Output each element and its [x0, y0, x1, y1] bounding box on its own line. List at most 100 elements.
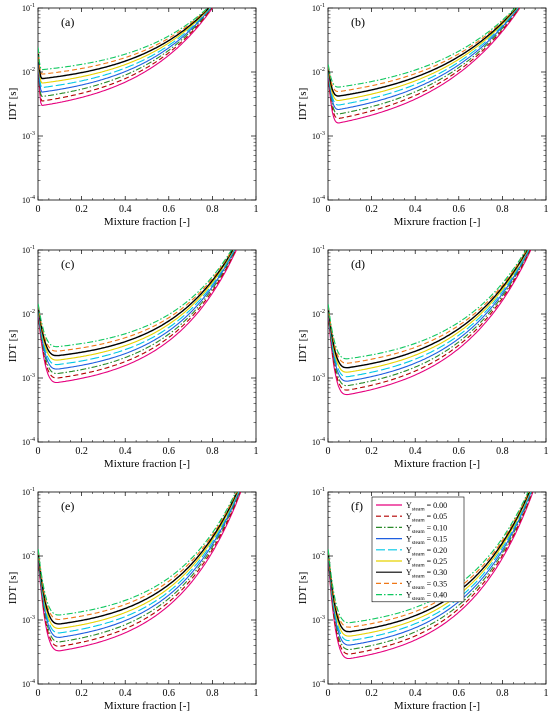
- series-line-5: [328, 492, 531, 637]
- series-line-4: [38, 8, 211, 89]
- y-tick-label: 10-2: [312, 309, 325, 319]
- legend-entry: Ysteam = 0.25: [406, 557, 447, 569]
- y-tick-label: 10-3: [22, 373, 35, 383]
- y-tick-label: 10-2: [22, 67, 35, 77]
- series-line-7: [38, 492, 237, 621]
- y-axis-label: IDT [s]: [297, 330, 309, 362]
- y-tick-label: 10-3: [312, 131, 325, 141]
- legend-entry: Ysteam = 0.30: [406, 568, 447, 580]
- x-tick-label: 0.8: [206, 688, 219, 699]
- y-tick-label: 10-4: [312, 437, 325, 447]
- x-tick-label: 0.4: [119, 446, 132, 457]
- x-axis-label: Mixture fraction [-]: [394, 458, 480, 470]
- series-line-0: [328, 250, 532, 396]
- panel-d: 0 0.2 0.4 0.6 0.8 1 10-4 10-3 10-2 10-1 Mixture fr…: [297, 245, 549, 470]
- series-line-1: [38, 8, 213, 102]
- series-line-0: [38, 492, 242, 652]
- y-axis-label: IDT [s]: [297, 88, 309, 120]
- series-line-0: [38, 8, 213, 106]
- y-axis-label: IDT [s]: [297, 572, 309, 604]
- series-line-6: [38, 492, 238, 625]
- x-tick-label: 0.4: [409, 688, 422, 699]
- series-line-4: [328, 250, 529, 378]
- y-tick-label: 10-4: [312, 679, 325, 689]
- x-tick-label: 0.6: [163, 204, 176, 215]
- x-tick-label: 0.6: [453, 446, 466, 457]
- x-tick-label: 0.4: [119, 204, 132, 215]
- y-tick-label: 10-2: [22, 309, 35, 319]
- legend-entry: Ysteam = 0.40: [406, 591, 447, 603]
- panel-f: 0 0.2 0.4 0.6 0.8 1 10-4 10-3 10-2 10-1 Mixture fr…: [297, 487, 549, 711]
- x-tick-label: 0.4: [409, 446, 422, 457]
- series-line-2: [328, 250, 530, 387]
- panel-label: (e): [61, 499, 74, 513]
- panel-label: (f): [351, 499, 363, 513]
- x-tick-label: 0.2: [75, 446, 88, 457]
- legend-entry: Ysteam = 0.20: [406, 546, 447, 558]
- y-tick-label: 10-1: [22, 3, 35, 13]
- x-tick-label: 0.4: [119, 688, 132, 699]
- x-tick-label: 0.6: [163, 688, 176, 699]
- series-line-5: [38, 492, 239, 629]
- series-line-1: [328, 492, 533, 655]
- y-tick-label: 10-4: [22, 679, 35, 689]
- x-tick-label: 0: [326, 688, 331, 699]
- x-tick-label: 0.8: [206, 446, 219, 457]
- x-axis-label: Mixrure fraction [-]: [394, 216, 481, 228]
- series-line-5: [38, 8, 210, 84]
- series-line-5: [38, 250, 234, 361]
- panel-e: 0 0.2 0.4 0.6 0.8 1 10-4 10-3 10-2 10-1 Mixture fr…: [7, 487, 259, 711]
- series-line-4: [38, 250, 235, 366]
- series-line-0: [328, 8, 521, 124]
- x-tick-label: 1: [254, 204, 259, 215]
- plot-frame: [37, 249, 257, 443]
- x-axis-label: Mixture fraction [-]: [394, 700, 480, 711]
- series-line-8: [38, 8, 208, 71]
- series-line-7: [328, 250, 527, 364]
- y-axis-label: IDT [s]: [7, 572, 19, 604]
- y-tick-label: 10-2: [312, 67, 325, 77]
- x-tick-label: 0.6: [453, 688, 466, 699]
- series-line-8: [38, 250, 232, 348]
- panel-a: 0 0.2 0.4 0.6 0.8 1 10-4 10-3 10-2 10-1 Mixture fr…: [7, 3, 259, 228]
- series-line-8: [328, 8, 516, 88]
- y-tick-label: 10-1: [312, 487, 325, 497]
- series-line-8: [38, 492, 237, 616]
- series-line-6: [328, 250, 528, 369]
- x-axis-label: Mixture fraction [-]: [104, 458, 190, 470]
- series-line-5: [328, 8, 518, 102]
- series-line-2: [38, 492, 241, 643]
- series-line-0: [38, 250, 237, 384]
- series-line-3: [328, 8, 519, 111]
- panel-b: 0 0.2 0.4 0.6 0.8 1 10-4 10-3 10-2 10-1 Mixrure fr…: [297, 3, 549, 228]
- y-tick-label: 10-1: [22, 245, 35, 255]
- x-tick-label: 0.8: [206, 204, 219, 215]
- series-line-1: [38, 250, 237, 379]
- y-tick-label: 10-2: [22, 551, 35, 561]
- series-line-0: [328, 492, 534, 660]
- x-axis-label: Mixture fraction [-]: [104, 216, 190, 228]
- x-tick-label: 0.8: [496, 446, 509, 457]
- legend-entry: Ysteam = 0.00: [406, 501, 447, 513]
- x-tick-label: 0.2: [75, 204, 88, 215]
- x-tick-label: 0: [326, 204, 331, 215]
- series-line-2: [328, 8, 520, 115]
- legend-entry: Ysteam = 0.10: [406, 523, 447, 535]
- y-tick-label: 10-1: [312, 245, 325, 255]
- y-axis-label: IDT [s]: [7, 330, 19, 362]
- x-tick-label: 0.8: [496, 688, 509, 699]
- x-tick-label: 0.2: [75, 688, 88, 699]
- series-line-6: [328, 8, 517, 97]
- x-tick-label: 0: [326, 446, 331, 457]
- panel-label: (b): [351, 15, 365, 29]
- series-line-5: [328, 250, 529, 373]
- x-tick-label: 0: [36, 204, 41, 215]
- x-tick-label: 0.2: [365, 446, 378, 457]
- y-tick-label: 10-3: [22, 615, 35, 625]
- panel-label: (c): [61, 257, 74, 271]
- x-tick-label: 1: [544, 204, 549, 215]
- x-axis-label: Mixture fraction [-]: [104, 700, 190, 711]
- y-tick-label: 10-1: [312, 3, 325, 13]
